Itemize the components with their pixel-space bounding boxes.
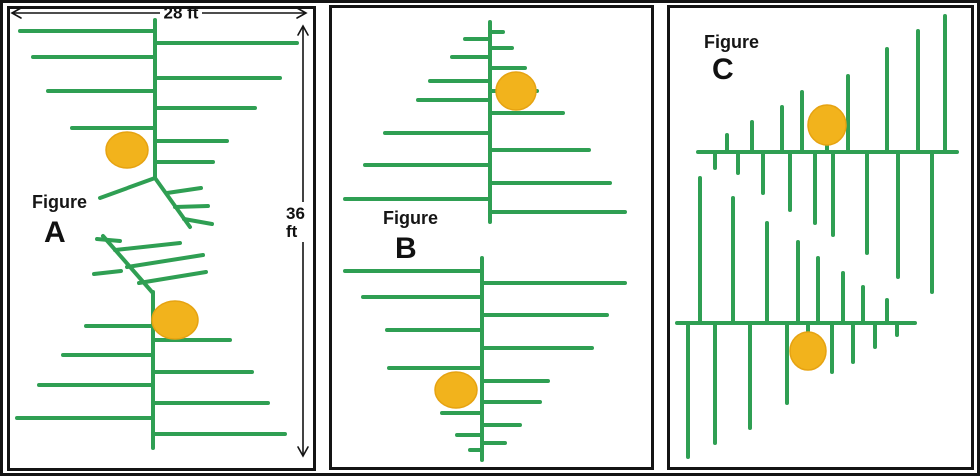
figure-c-letter: C — [712, 53, 734, 86]
arrowhead — [297, 446, 309, 458]
height-dimension-label: 36 ft — [286, 204, 305, 241]
fruit-circle — [789, 331, 827, 371]
fruit-circle — [151, 300, 199, 340]
fruit-circle — [105, 131, 149, 169]
panel-c — [667, 5, 974, 470]
arrowhead — [10, 7, 22, 19]
panel-c-drawing — [675, 14, 959, 459]
branch-line — [182, 217, 214, 226]
fruit-circle — [434, 371, 478, 409]
figure-c-label: Figure — [704, 32, 760, 52]
branch-line — [113, 241, 182, 252]
branch-line — [92, 269, 123, 276]
branch-line — [137, 270, 208, 285]
width-dimension-label: 28 ft — [163, 3, 199, 23]
branch-line — [165, 186, 203, 195]
panel-b-drawing — [343, 20, 627, 462]
panel-a — [7, 6, 316, 471]
figure-b-letter: B — [395, 232, 417, 265]
dimension-arrow-vertical — [297, 24, 309, 458]
figure-a-letter: A — [44, 216, 66, 249]
branch-line — [125, 253, 205, 269]
fruit-circle — [807, 104, 847, 146]
arrowhead — [296, 7, 308, 19]
fruit-circle — [495, 71, 537, 111]
figure-b-label: Figure — [383, 208, 439, 228]
arrowhead — [297, 24, 309, 36]
branch-line — [98, 176, 157, 200]
dimension-arrow-horizontal — [10, 7, 308, 19]
panel-a-drawing — [10, 7, 309, 458]
branch-line — [173, 204, 210, 209]
figure-a-label: Figure — [32, 192, 88, 212]
